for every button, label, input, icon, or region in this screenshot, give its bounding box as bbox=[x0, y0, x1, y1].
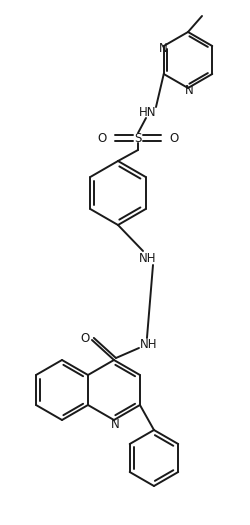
Text: S: S bbox=[134, 131, 142, 144]
Text: O: O bbox=[170, 131, 178, 144]
Text: N: N bbox=[110, 418, 119, 432]
Text: NH: NH bbox=[140, 339, 158, 352]
Text: N: N bbox=[158, 41, 167, 55]
Text: N: N bbox=[184, 83, 194, 97]
Text: HN: HN bbox=[139, 106, 157, 119]
Text: O: O bbox=[98, 131, 106, 144]
Text: O: O bbox=[80, 332, 90, 345]
Text: NH: NH bbox=[139, 251, 157, 265]
